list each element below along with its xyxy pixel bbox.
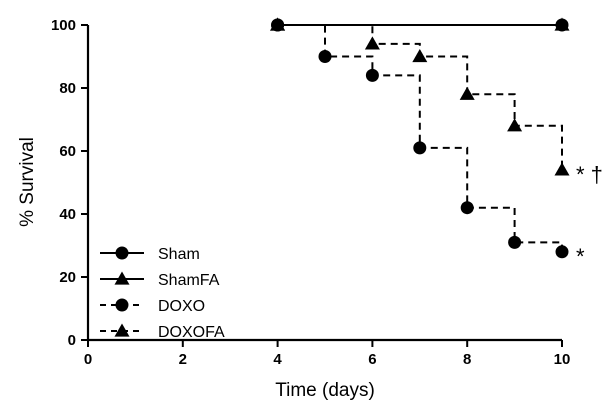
point-shamfa-1 xyxy=(554,17,570,31)
series-layer xyxy=(270,17,570,259)
x-ticks: 0 2 4 6 8 10 xyxy=(84,340,571,368)
y-axis-title: % Survival xyxy=(17,137,38,227)
y-ticks: 0 20 40 60 80 100 xyxy=(51,17,88,349)
y-tick-label-3: 60 xyxy=(59,143,76,160)
legend-label-sham: Sham xyxy=(158,246,200,263)
series-line-doxofa xyxy=(277,24,563,170)
point-doxo-4 xyxy=(460,201,474,215)
point-doxo-5 xyxy=(508,235,522,249)
point-doxofa-5 xyxy=(554,162,570,176)
point-doxo-2 xyxy=(365,68,379,82)
point-doxofa-2 xyxy=(412,49,428,63)
legend-item-doxo: DOXO xyxy=(100,298,205,315)
legend-marker-doxo xyxy=(115,298,129,312)
x-tick-label-1: 2 xyxy=(179,351,187,368)
y-tick-label-1: 20 xyxy=(59,269,76,286)
legend-label-doxofa: DOXOFA xyxy=(158,324,225,341)
point-doxo-6 xyxy=(555,245,569,259)
y-tick-label-0: 0 xyxy=(68,332,76,349)
annotation-1: * xyxy=(576,244,585,269)
series-doxo xyxy=(271,18,569,259)
legend-label-doxo: DOXO xyxy=(158,298,205,315)
x-tick-label-5: 10 xyxy=(554,351,571,368)
y-tick-label-2: 40 xyxy=(59,206,76,223)
x-tick-label-2: 4 xyxy=(273,351,282,368)
point-doxofa-4 xyxy=(507,118,523,132)
legend-label-shamfa: ShamFA xyxy=(158,272,220,289)
legend-item-doxofa: DOXOFA xyxy=(100,323,225,341)
y-tick-label-5: 100 xyxy=(51,17,76,34)
legend-item-sham: Sham xyxy=(100,246,200,263)
series-shamfa xyxy=(270,17,570,31)
legend: Sham ShamFA DOXO DOXOFA xyxy=(100,246,225,341)
point-doxo-1 xyxy=(318,50,332,63)
x-tick-label-0: 0 xyxy=(84,351,92,368)
point-shamfa-0 xyxy=(270,17,286,31)
point-doxofa-1 xyxy=(364,36,380,50)
legend-marker-doxofa xyxy=(114,323,130,337)
legend-marker-sham xyxy=(115,246,129,260)
x-tick-label-4: 8 xyxy=(463,351,471,368)
point-doxo-3 xyxy=(413,141,427,155)
y-tick-label-4: 80 xyxy=(59,80,76,97)
annotation-0: * † xyxy=(576,162,603,187)
point-doxofa-3 xyxy=(459,86,475,100)
x-axis-title: Time (days) xyxy=(275,380,375,401)
x-tick-label-3: 6 xyxy=(368,351,376,368)
annotations: * † * xyxy=(576,162,603,269)
legend-item-shamfa: ShamFA xyxy=(100,271,220,289)
legend-marker-shamfa xyxy=(114,271,130,285)
